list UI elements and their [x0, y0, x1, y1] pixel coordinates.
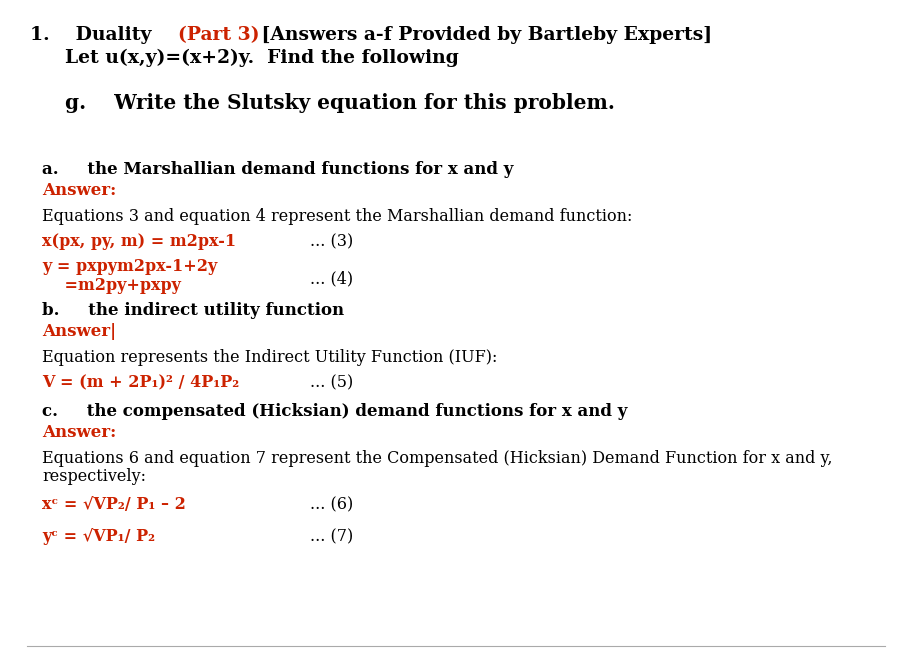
Text: (Part 3): (Part 3)	[178, 26, 260, 44]
Text: 1.    Duality: 1. Duality	[30, 26, 171, 44]
Text: x(px, py, m) = m2px-1: x(px, py, m) = m2px-1	[42, 233, 236, 250]
Text: Let u(x,y)=(x+2)y.  Find the following: Let u(x,y)=(x+2)y. Find the following	[65, 49, 458, 67]
Text: yᶜ = √VP₁/ P₂: yᶜ = √VP₁/ P₂	[42, 528, 155, 545]
Text: ... (6): ... (6)	[310, 496, 353, 513]
Text: =m2py+pxpy: =m2py+pxpy	[42, 277, 180, 294]
Text: y = pxpym2px-1+2y: y = pxpym2px-1+2y	[42, 258, 217, 275]
Text: respectively:: respectively:	[42, 468, 146, 485]
Text: g.    Write the Slutsky equation for this problem.: g. Write the Slutsky equation for this p…	[65, 93, 614, 113]
Text: a.     the Marshallian demand functions for x and y: a. the Marshallian demand functions for …	[42, 161, 513, 178]
Text: Answer|: Answer|	[42, 323, 116, 340]
Text: ... (4): ... (4)	[310, 270, 353, 287]
Text: ... (7): ... (7)	[310, 528, 353, 545]
Text: Equations 3 and equation 4 represent the Marshallian demand function:: Equations 3 and equation 4 represent the…	[42, 208, 631, 225]
Text: Equation represents the Indirect Utility Function (IUF):: Equation represents the Indirect Utility…	[42, 349, 496, 366]
Text: [Answers a-f Provided by Bartleby Experts]: [Answers a-f Provided by Bartleby Expert…	[255, 26, 711, 44]
Text: xᶜ = √VP₂/ P₁ – 2: xᶜ = √VP₂/ P₁ – 2	[42, 496, 186, 513]
Text: b.     the indirect utility function: b. the indirect utility function	[42, 302, 343, 319]
Text: c.     the compensated (Hicksian) demand functions for x and y: c. the compensated (Hicksian) demand fun…	[42, 403, 627, 420]
Text: Answer:: Answer:	[42, 424, 116, 441]
Text: Equations 6 and equation 7 represent the Compensated (Hicksian) Demand Function : Equations 6 and equation 7 represent the…	[42, 450, 832, 467]
Text: Answer:: Answer:	[42, 182, 116, 199]
Text: V = (m + 2P₁)² / 4P₁P₂: V = (m + 2P₁)² / 4P₁P₂	[42, 374, 239, 391]
Text: ... (5): ... (5)	[310, 374, 353, 391]
Text: ... (3): ... (3)	[310, 233, 353, 250]
